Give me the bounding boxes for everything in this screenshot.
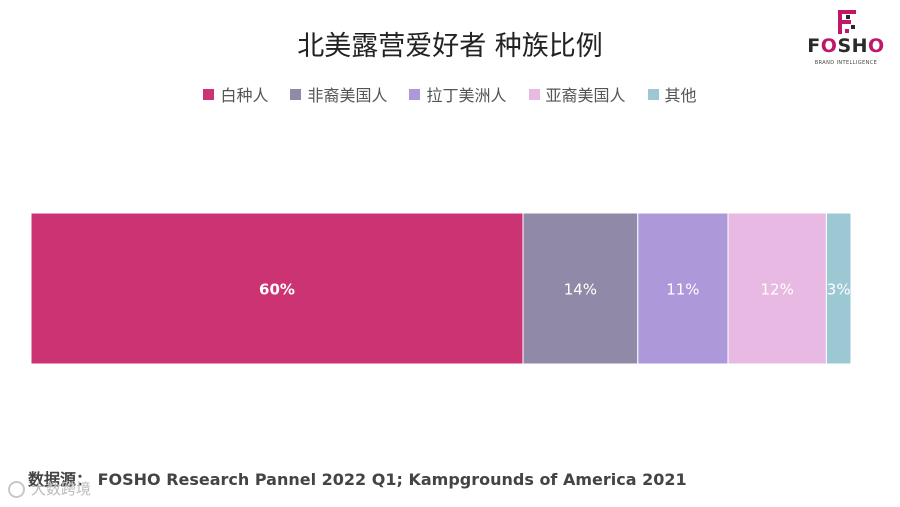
legend-swatch: [203, 88, 215, 100]
watermark-logo-icon: [8, 481, 25, 498]
legend-item: 亚裔美国人: [528, 82, 626, 106]
legend-item: 非裔美国人: [290, 82, 387, 106]
data-source-note: 数据源： FOSHO Research Pannel 2022 Q1; Kamp…: [28, 470, 687, 489]
legend-label: 白种人: [220, 86, 269, 105]
legend-label: 亚裔美国人: [545, 86, 626, 105]
legend-label: 拉丁美洲人: [426, 86, 507, 105]
bar-segment: [727, 212, 827, 365]
legend-item: 拉丁美洲人: [409, 82, 507, 106]
legend-item: 白种人: [203, 82, 268, 106]
fosho-logo: FOSHO BRAND INTELLIGENCE: [806, 10, 886, 68]
bar-segment: [522, 212, 639, 365]
logo-wordmark: FOSHO: [807, 35, 885, 57]
chart-legend: 白种人 非裔美国人 拉丁美洲人 亚裔美国人 其他: [0, 82, 900, 106]
legend-label: 其他: [664, 86, 697, 105]
chart-title: 北美露营爱好者 种族比例: [297, 31, 603, 62]
data-label: 12%: [761, 281, 794, 299]
data-label: 14%: [564, 281, 597, 299]
legend-swatch: [647, 88, 659, 100]
data-label: 3%: [827, 281, 851, 299]
legend-swatch: [409, 88, 421, 100]
data-label: 11%: [666, 281, 699, 299]
fosho-logo-mark-icon: [838, 10, 856, 34]
logo-tagline: BRAND INTELLIGENCE: [814, 60, 878, 66]
legend-swatch: [528, 88, 540, 100]
bar-segment: [637, 212, 729, 365]
watermark: 大数跨境: [8, 478, 91, 499]
legend-label: 非裔美国人: [307, 86, 388, 105]
legend-item: 其他: [647, 82, 697, 106]
bar-segment: [30, 212, 524, 365]
bar-segment: [825, 212, 852, 365]
data-label: 60%: [259, 281, 295, 299]
legend-swatch: [290, 88, 302, 100]
